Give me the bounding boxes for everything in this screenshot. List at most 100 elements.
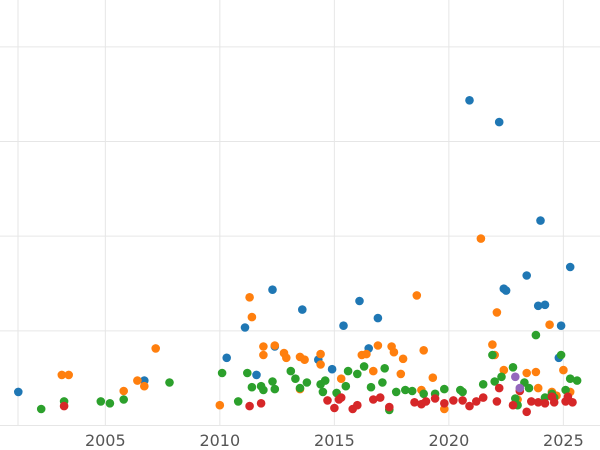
scatter-point-orange [245,293,254,302]
scatter-point-orange [531,367,541,377]
scatter-point-red [385,402,394,412]
scatter-point-orange [259,342,268,351]
scatter-point-blue [298,305,307,314]
scatter-point-green [572,376,582,385]
scatter-point-red [375,393,385,402]
scatter-point-blue [373,313,383,323]
scatter-point-green [531,330,541,340]
scatter-point-orange [559,365,568,375]
scatter-point-green [268,377,277,386]
scatter-point-green [217,368,227,378]
scatter-point-green [302,378,312,387]
scatter-point-blue [252,370,261,380]
scatter-point-purple [515,383,525,393]
scatter-point-orange [369,366,378,376]
scatter-point-red [369,395,378,404]
scatter-point-orange [373,341,383,350]
scatter-point-orange [398,354,408,364]
scatter-point-blue [268,285,277,295]
scatter-point-blue [501,286,511,295]
scatter-point-green [343,366,353,376]
scatter-point-green [259,385,268,395]
scatter-point-red [549,398,559,407]
scatter-point-red [430,394,440,403]
scatter-point-orange [336,374,346,384]
scatter-point-blue [522,271,531,280]
scatter-point-red [508,400,518,410]
scatter-point-blue [355,296,364,306]
x-tick-label: 2020 [429,431,470,450]
scatter-point-green [320,376,330,385]
scatter-point-orange [362,349,371,359]
scatter-point-green [247,382,257,392]
scatter-point-green [508,363,518,372]
scatter-point-green [511,394,520,403]
scatter-point-orange [247,312,257,322]
scatter-point-red [245,401,254,411]
scatter-point-orange [533,383,543,393]
scatter-point-red [527,397,536,406]
scatter-point-green [488,350,497,360]
scatter-point-green [524,383,534,393]
scatter-point-orange [316,360,325,369]
scatter-point-purple [511,372,520,382]
scatter-point-blue [556,321,566,331]
scatter-point-green [401,385,410,395]
scatter-point-green [497,372,506,382]
scatter-point-blue [565,262,575,272]
scatter-point-green [291,374,300,384]
scatter-point-blue [339,321,348,331]
scatter-point-blue [494,117,504,127]
scatter-point-red [336,393,346,402]
scatter-point-red [522,407,531,417]
scatter-point-orange [57,370,67,380]
scatter-point-orange [522,368,531,378]
scatter-point-red [533,398,543,407]
scatter-point-red [59,401,69,411]
scatter-point-green [359,362,369,371]
scatter-point-green [380,364,390,373]
scatter-point-red [472,397,481,406]
scatter-point-orange [476,234,486,243]
x-tick-label: 2015 [314,431,355,450]
scatter-point-green [565,374,575,384]
scatter-point-orange [499,365,509,375]
x-tick-label: 2010 [199,431,240,450]
scatter-point-green [105,399,115,408]
scatter-point-green [478,380,488,389]
scatter-point-red [458,396,467,405]
scatter-point-orange [133,376,142,385]
scatter-point-red [478,393,488,402]
scatter-point-orange [389,347,399,357]
grid-layer [0,0,600,426]
scatter-point-green [286,366,296,376]
scatter-point-blue [533,301,543,311]
scatter-point-red [440,399,449,408]
scatter-point-green [96,397,106,406]
scatter-point-red [330,403,339,413]
x-axis-ticks: 2005 2010 2015 2020 2025 [85,431,584,450]
scatter-point-blue [222,353,231,363]
scatter-point-green [233,397,243,406]
scatter-point-red [353,400,362,410]
scatter-point-red [494,383,504,393]
scatter-point-green [391,387,401,397]
scatter-point-red [449,396,458,405]
scatter-point-green [407,386,417,396]
scatter-point-orange [545,320,554,330]
scatter-point-red [323,396,332,405]
scatter-point-orange [488,340,497,349]
scatter-point-orange [259,350,268,360]
scatter-point-green [440,384,449,394]
scatter-point-green [556,350,566,360]
scatter-point-blue [536,216,545,225]
scatter-point-orange [396,369,406,379]
scatter-point-red [410,398,419,407]
scatter-point-orange [316,349,325,359]
scatter-point-red [421,397,431,406]
scatter-point-green [419,389,429,399]
scatter-point-orange [151,344,160,353]
scatter-point-blue [13,387,23,397]
scatter-point-orange [412,291,422,300]
